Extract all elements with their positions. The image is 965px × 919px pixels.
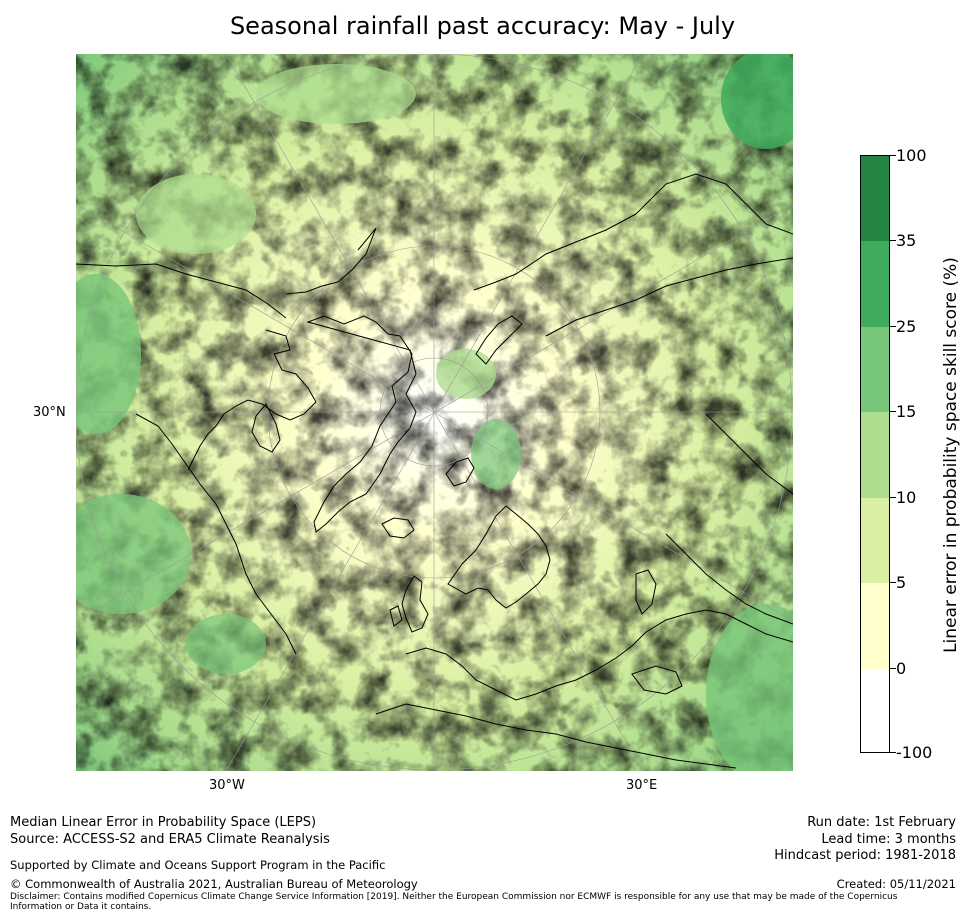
colorbar-tick-label: -100 [896,743,933,762]
novaya-zemlya [475,315,523,365]
support-text: Supported by Climate and Oceans Support … [10,858,386,872]
colorbar-tick-label: 25 [896,317,917,336]
lon-label-30w: 30°W [209,778,245,793]
colorbar-tick-label: 0 [896,659,907,678]
colorbar-tick [890,411,896,412]
colorbar-bin [861,583,889,669]
created-date: Created: 05/11/2021 [836,877,956,891]
hindcast-period: Hindcast period: 1981-2018 [774,848,956,863]
colorbar [860,155,890,753]
caspian-sea [635,569,657,615]
svalbard [445,457,475,487]
polar-map [76,54,793,771]
colorbar-bin [861,241,889,327]
east-asia-coast [665,413,793,625]
iceland [381,517,415,539]
colorbar-tick [890,752,896,753]
scandinavia-coast [447,505,551,609]
colorbar-tick [890,326,896,327]
colorbar-title: Linear error in probability space skill … [941,257,961,653]
canadian-arctic-coast [187,329,317,471]
colorbar-tick-label: 10 [896,488,917,507]
lon-label-30e: 30°E [626,778,658,793]
russia-arctic-coast [545,257,793,337]
north-america-coast [76,263,297,655]
chart-title: Seasonal rainfall past accuracy: May - J… [229,12,736,40]
black-sea [631,665,683,695]
europe-coast [405,609,793,701]
greenland-coast [306,315,417,533]
colorbar-bin [861,669,889,752]
source-text: Source: ACCESS-S2 and ERA5 Climate Reana… [10,832,330,847]
run-date: Run date: 1st February [807,815,956,830]
colorbar-bin [861,327,889,412]
colorbar-bin [861,498,889,583]
high-skill-patches [76,54,793,771]
colorbar-tick [890,497,896,498]
lat-label-30n: 30°N [33,405,66,420]
colorbar-tick-label: 35 [896,231,917,250]
graticule [76,54,793,771]
colorbar-bin [861,156,889,241]
alaska-coast [285,227,377,295]
colorbar-tick [890,155,896,156]
colorbar-tick [890,668,896,669]
siberia-coast [473,173,793,291]
lead-time: Lead time: 3 months [821,832,956,847]
british-isles [389,575,429,633]
copyright-text: © Commonwealth of Australia 2021, Austra… [10,877,418,891]
colorbar-bin [861,412,889,498]
colorbar-tick-label: 100 [896,146,927,165]
colorbar-tick-label: 15 [896,402,917,421]
mediterranean-coast [375,703,737,769]
hudson-bay-coast [251,403,281,453]
method-text: Median Linear Error in Probability Space… [10,815,317,830]
colorbar-tick [890,582,896,583]
coastlines [76,173,793,769]
colorbar-tick [890,240,896,241]
colorbar-tick-label: 5 [896,573,907,592]
disclaimer-text: Disclaimer: Contains modified Copernicus… [10,892,898,912]
